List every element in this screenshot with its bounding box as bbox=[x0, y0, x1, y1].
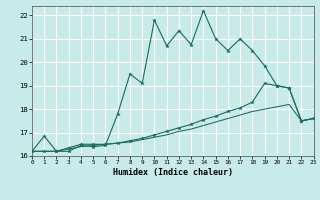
X-axis label: Humidex (Indice chaleur): Humidex (Indice chaleur) bbox=[113, 168, 233, 177]
